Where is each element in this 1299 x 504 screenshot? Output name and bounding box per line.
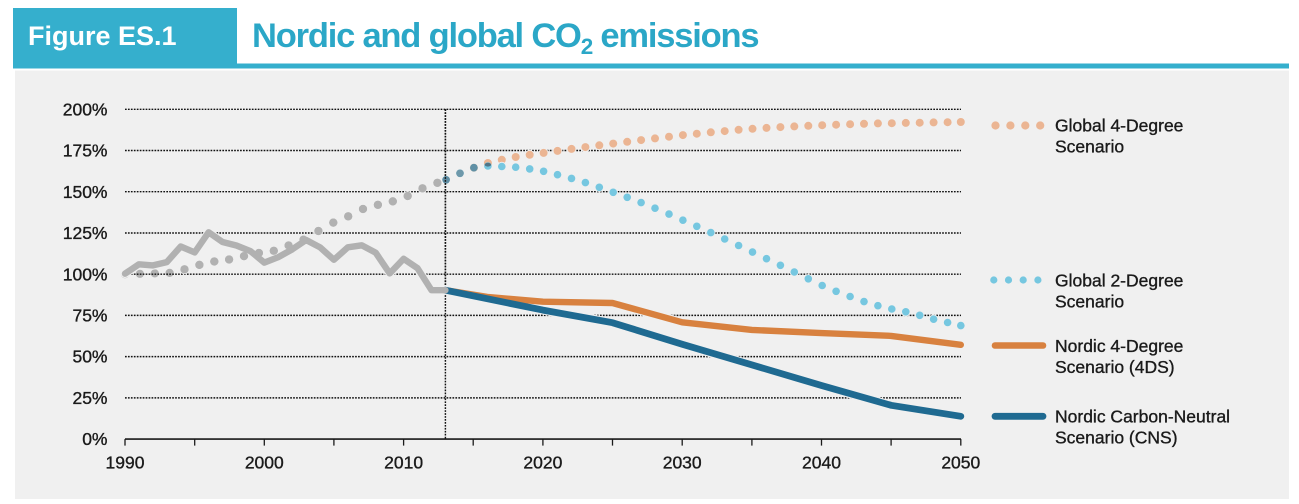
svg-text:0%: 0% xyxy=(82,429,107,449)
svg-text:Figure ES.1: Figure ES.1 xyxy=(28,21,177,51)
svg-text:2040: 2040 xyxy=(802,453,841,473)
svg-text:2000: 2000 xyxy=(245,453,284,473)
svg-text:Nordic Carbon-Neutral: Nordic Carbon-Neutral xyxy=(1055,406,1230,426)
svg-text:100%: 100% xyxy=(63,264,108,284)
svg-text:50%: 50% xyxy=(72,347,107,367)
svg-text:Global 2-Degree: Global 2-Degree xyxy=(1055,271,1183,291)
svg-text:2050: 2050 xyxy=(941,453,980,473)
svg-text:150%: 150% xyxy=(63,182,108,202)
svg-text:Global 4-Degree: Global 4-Degree xyxy=(1055,116,1183,136)
svg-text:Scenario (CNS): Scenario (CNS) xyxy=(1055,428,1178,448)
svg-text:2010: 2010 xyxy=(384,453,423,473)
svg-text:Nordic 4-Degree: Nordic 4-Degree xyxy=(1055,336,1183,356)
svg-text:2020: 2020 xyxy=(523,453,562,473)
svg-text:1990: 1990 xyxy=(106,453,145,473)
svg-text:125%: 125% xyxy=(63,223,108,243)
svg-text:75%: 75% xyxy=(72,306,107,326)
svg-text:200%: 200% xyxy=(63,99,108,119)
svg-text:Scenario: Scenario xyxy=(1055,137,1124,157)
svg-text:Nordic and global CO2 emission: Nordic and global CO2 emissions xyxy=(252,17,758,59)
svg-text:Scenario (4DS): Scenario (4DS) xyxy=(1055,357,1175,377)
svg-text:2030: 2030 xyxy=(663,453,702,473)
svg-text:175%: 175% xyxy=(63,141,108,161)
svg-text:25%: 25% xyxy=(72,388,107,408)
svg-text:Scenario: Scenario xyxy=(1055,292,1124,312)
